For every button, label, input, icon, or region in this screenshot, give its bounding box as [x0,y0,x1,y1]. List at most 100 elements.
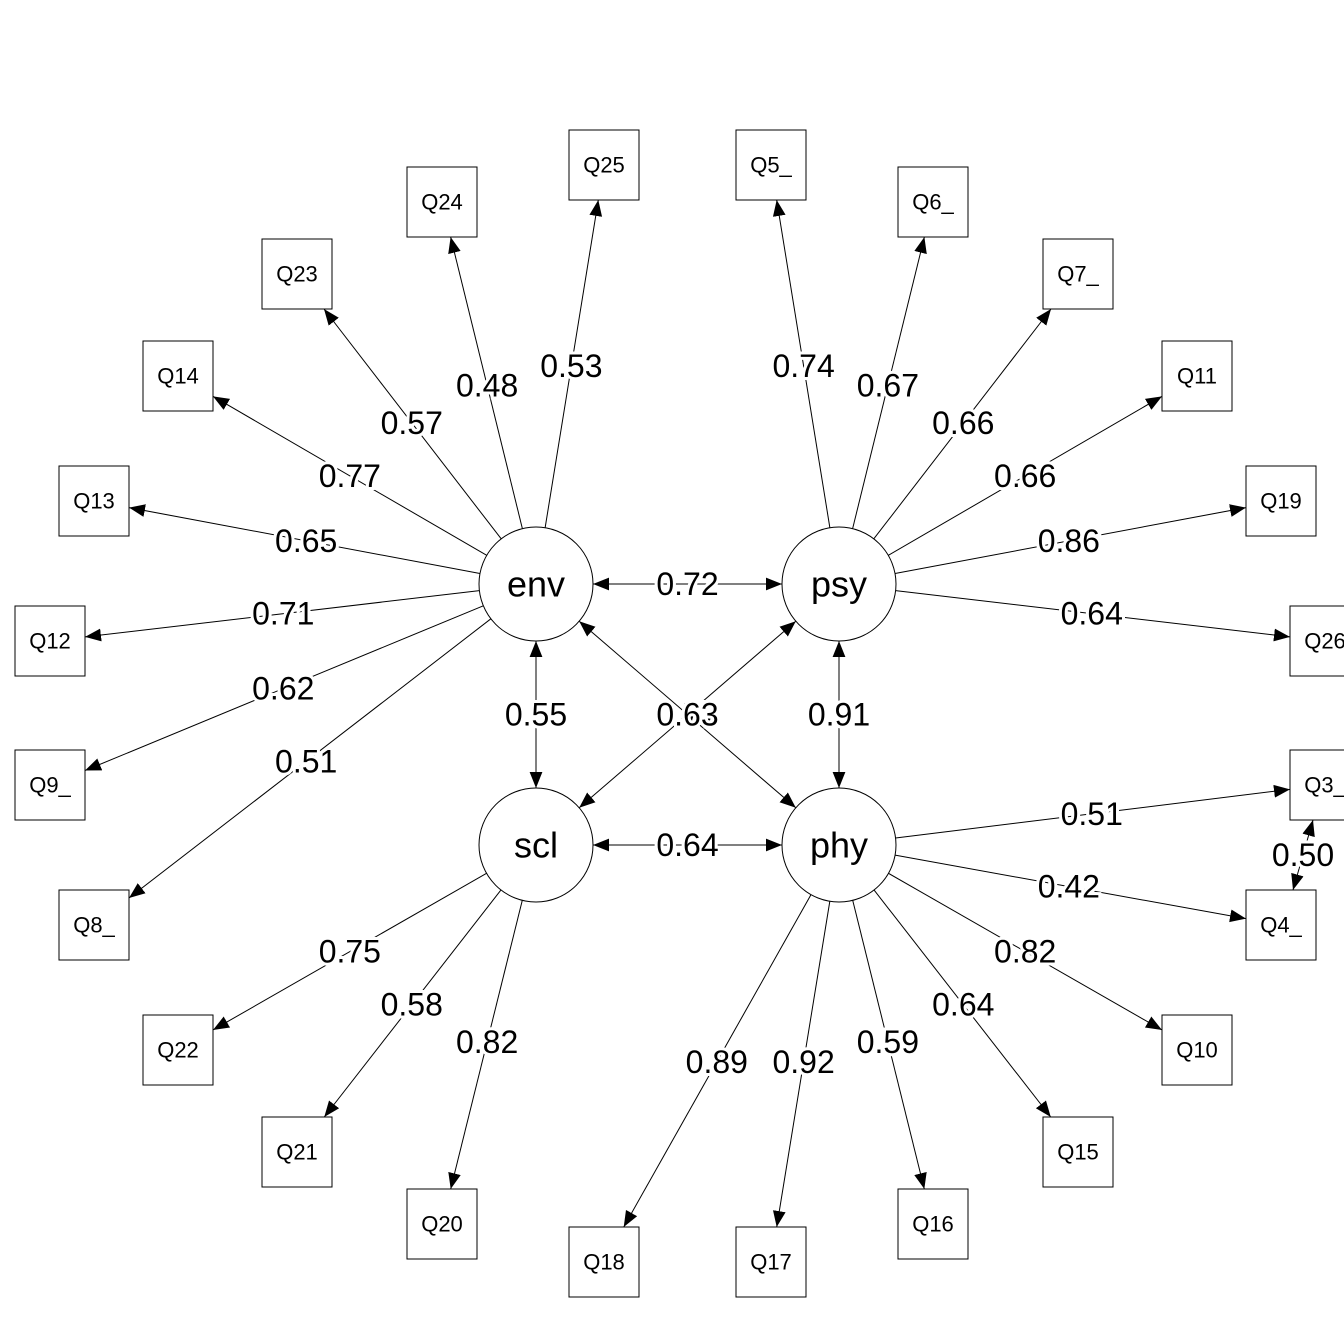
edges [84,199,1315,1228]
loading-label: 0.82 [456,1024,518,1060]
indicator-box [142,340,214,412]
indicator-box [406,1188,478,1260]
indicator-box [1042,1116,1114,1188]
loading-label: 0.64 [1061,596,1123,632]
loading-arrow [772,901,831,1228]
loading-arrow [895,784,1291,839]
covariance-label: 0.50 [1272,837,1334,873]
indicator-box [735,129,807,201]
loading-arrow [894,504,1247,574]
indicator-box [1289,749,1344,821]
indicator-name: Q14 [157,364,199,389]
residual-covariance-arrow [1291,819,1315,891]
latent-node [478,526,594,642]
indicator-box [14,749,86,821]
indicator-box [142,1014,214,1086]
latent-node [781,526,897,642]
loading-label: 0.67 [857,367,919,403]
loading-label: 0.57 [381,405,443,441]
indicator-name: Q9_ [29,773,71,798]
loading-arrow [873,308,1052,540]
indicator-name: Q23 [276,262,318,287]
indicator-name: Q17 [750,1250,792,1275]
indicator-name: Q7_ [1057,262,1099,287]
covariance-label: 0.91 [808,697,870,733]
covariance-label: 0.55 [505,697,567,733]
loading-label: 0.58 [381,987,443,1023]
loading-arrow [323,889,502,1118]
indicator-box [735,1226,807,1298]
loading-label: 0.86 [1038,523,1100,559]
indicator-box [897,1188,969,1260]
indicator-name: Q15 [1057,1140,1099,1165]
loading-arrow [323,308,502,540]
covariance-label: 0.64 [656,827,718,863]
loading-arrow [448,900,523,1190]
loading-label: 0.42 [1038,869,1100,905]
indicator-box [1289,605,1344,677]
indicator-box [58,889,130,961]
indicator-name: Q8_ [73,913,115,938]
loading-arrow [544,199,603,528]
loading-arrow [128,504,481,574]
indicator-box [897,166,969,238]
indicator-box [406,166,478,238]
indicator-name: Q18 [583,1250,625,1275]
indicator-box [14,605,86,677]
loading-label: 0.65 [275,523,337,559]
indicator-name: Q12 [29,629,71,654]
indicator-box [568,1226,640,1298]
covariance-arrow [578,620,797,809]
loading-label: 0.59 [857,1024,919,1060]
loading-label: 0.66 [994,458,1056,494]
latent-name: psy [811,564,867,605]
indicator-box [58,465,130,537]
latent-name: scl [514,825,558,866]
indicator-name: Q24 [421,190,463,215]
loading-arrow [895,590,1291,642]
latent-name: env [507,564,565,605]
loading-arrow [448,236,523,529]
loading-label: 0.75 [319,934,381,970]
latent-node [781,787,897,903]
indicator-box [1245,465,1317,537]
loading-label: 0.51 [1061,796,1123,832]
indicator-box [261,1116,333,1188]
indicator-box [1161,340,1233,412]
loading-arrow [84,590,480,642]
loading-label: 0.66 [932,405,994,441]
latent-node [478,787,594,903]
loading-arrow [212,395,487,556]
indicator-name: Q13 [73,489,115,514]
loading-arrow [888,872,1163,1031]
covariance-label: 0.77 [656,697,718,733]
indicator-name: Q22 [157,1038,199,1063]
indicator-name: Q6_ [912,190,954,215]
loading-label: 0.51 [275,743,337,779]
loading-arrow [212,872,487,1031]
loading-arrow [852,900,927,1190]
loading-label: 0.92 [772,1044,834,1080]
loading-arrow [894,854,1247,923]
loading-label: 0.77 [319,458,381,494]
loading-label: 0.89 [686,1044,748,1080]
labels: 0.530.480.570.770.650.710.620.510.740.67… [249,345,1337,1083]
indicator-box [1245,889,1317,961]
indicator-name: Q11 [1177,364,1217,389]
loading-label: 0.62 [252,671,314,707]
indicator-name: Q19 [1260,489,1302,514]
covariance-label: 0.72 [656,566,718,602]
loading-label: 0.82 [994,934,1056,970]
loading-label: 0.74 [772,348,834,384]
loading-arrow [772,199,831,528]
indicator-box [1161,1014,1233,1086]
indicator-name: Q20 [421,1212,463,1237]
indicator-name: Q21 [276,1140,318,1165]
loading-arrow [873,889,1052,1118]
loading-arrow [888,395,1163,556]
loading-arrow [128,618,492,899]
loading-arrow [84,605,484,771]
indicator-name: Q26 [1304,629,1344,654]
covariance-label: 0.63 [656,697,718,733]
